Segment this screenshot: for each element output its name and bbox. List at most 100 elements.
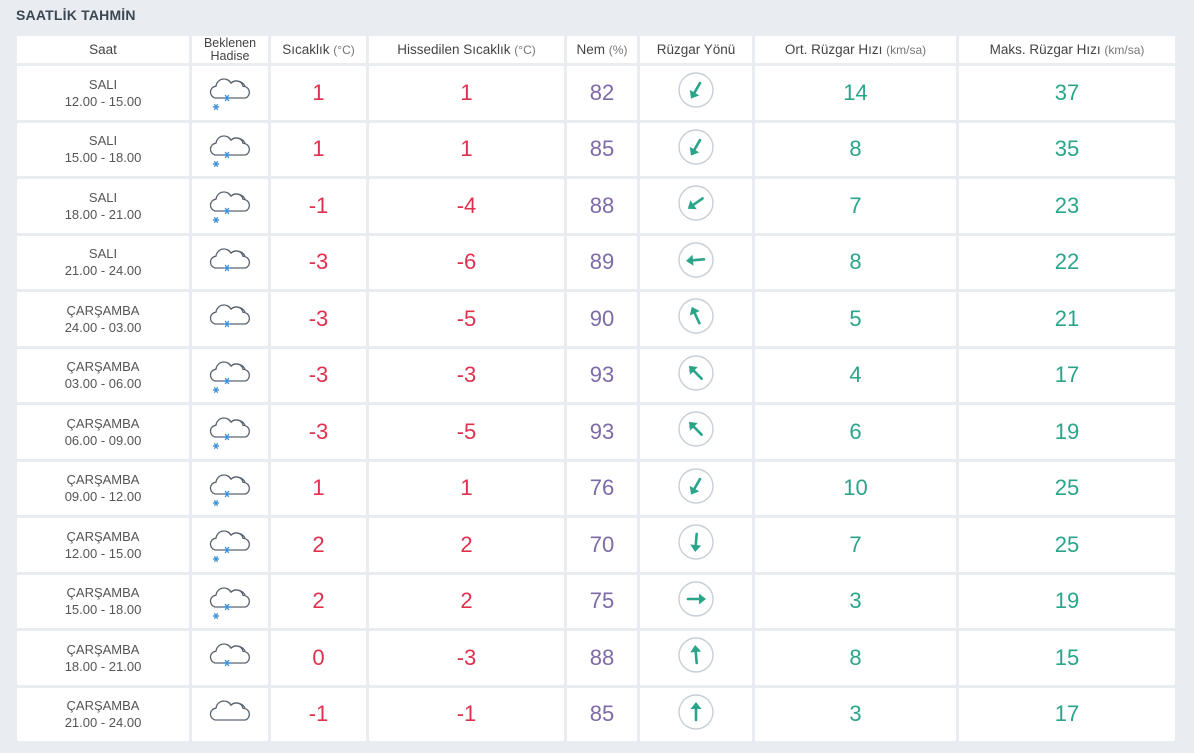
humidity-value: 82 <box>589 79 615 105</box>
row-day: ÇARŞAMBA <box>66 302 140 318</box>
cell-ruzgar-yonu <box>640 461 752 515</box>
cell-ruzgar-yonu <box>640 687 752 741</box>
cell-hissedilen: 1 <box>369 461 564 515</box>
cell-ruzgar-yonu <box>640 518 752 572</box>
wind-max-value: 17 <box>1054 362 1080 388</box>
cell-ort-ruzgar: 7 <box>755 518 956 572</box>
cell-hadise <box>192 292 268 346</box>
cell-nem: 75 <box>567 574 637 628</box>
temperature-value: 1 <box>312 79 325 105</box>
row-day: ÇARŞAMBA <box>66 528 140 544</box>
row-day: ÇARŞAMBA <box>66 472 140 488</box>
wind-avg-value: 3 <box>849 701 862 727</box>
cell-maks-ruzgar: 17 <box>959 687 1175 741</box>
cell-hissedilen: 1 <box>369 122 564 176</box>
table-row: ÇARŞAMBA 24.00 - 03.00 -3 -5 90 5 21 <box>17 292 1175 346</box>
feels-like-value: 1 <box>460 136 473 162</box>
cell-nem: 88 <box>567 179 637 233</box>
wind-avg-value: 8 <box>849 136 862 162</box>
row-time: 06.00 - 09.00 <box>64 432 142 448</box>
cell-hadise <box>192 179 268 233</box>
table-row: SALI 21.00 - 24.00 -3 -6 89 8 22 <box>17 235 1175 289</box>
cloud-snow-icon <box>205 407 255 451</box>
cell-nem: 70 <box>567 518 637 572</box>
wind-direction-arrow-icon <box>676 635 716 675</box>
cell-hadise <box>192 574 268 628</box>
cell-sicaklik: 2 <box>271 574 366 628</box>
cloud-light-snow-icon <box>205 238 255 282</box>
cell-sicaklik: 2 <box>271 518 366 572</box>
wind-avg-value: 3 <box>849 588 862 614</box>
cell-ort-ruzgar: 3 <box>755 574 956 628</box>
table-row: SALI 15.00 - 18.00 1 1 85 8 35 <box>17 122 1175 176</box>
cell-maks-ruzgar: 22 <box>959 235 1175 289</box>
cell-hadise <box>192 122 268 176</box>
wind-max-value: 17 <box>1054 701 1080 727</box>
cell-hadise <box>192 235 268 289</box>
cell-ruzgar-yonu <box>640 348 752 402</box>
humidity-value: 93 <box>589 418 615 444</box>
table-row: ÇARŞAMBA 18.00 - 21.00 0 -3 88 8 15 <box>17 631 1175 685</box>
cell-maks-ruzgar: 23 <box>959 179 1175 233</box>
cell-maks-ruzgar: 19 <box>959 405 1175 459</box>
cell-sicaklik: -3 <box>271 235 366 289</box>
cell-ruzgar-yonu <box>640 292 752 346</box>
row-time: 03.00 - 06.00 <box>64 376 142 392</box>
cell-hissedilen: -1 <box>369 687 564 741</box>
temperature-value: -1 <box>308 701 329 727</box>
wind-avg-value: 14 <box>843 79 868 105</box>
wind-direction-arrow-icon <box>676 183 716 223</box>
cell-maks-ruzgar: 17 <box>959 348 1175 402</box>
cell-ort-ruzgar: 5 <box>755 292 956 346</box>
cell-hadise <box>192 348 268 402</box>
wind-max-value: 21 <box>1054 305 1080 331</box>
feels-like-value: -5 <box>456 305 477 331</box>
wind-direction-arrow-icon <box>676 70 716 110</box>
wind-max-value: 19 <box>1054 418 1080 444</box>
cell-nem: 89 <box>567 235 637 289</box>
row-day: ÇARŞAMBA <box>66 415 140 431</box>
cell-sicaklik: 1 <box>271 461 366 515</box>
cell-maks-ruzgar: 21 <box>959 292 1175 346</box>
row-time: 18.00 - 21.00 <box>64 658 142 674</box>
table-row: ÇARŞAMBA 06.00 - 09.00 -3 -5 93 6 19 <box>17 405 1175 459</box>
cell-sicaklik: 1 <box>271 66 366 120</box>
cell-ruzgar-yonu <box>640 66 752 120</box>
humidity-value: 76 <box>589 475 615 501</box>
table-header-row: Saat Beklenen Hadise Sıcaklık (°C) Hissed… <box>17 36 1175 63</box>
row-day: SALI <box>88 246 118 262</box>
cell-sicaklik: -1 <box>271 179 366 233</box>
header-saat: Saat <box>17 36 189 63</box>
wind-max-value: 25 <box>1054 531 1080 557</box>
cell-maks-ruzgar: 15 <box>959 631 1175 685</box>
cell-ruzgar-yonu <box>640 122 752 176</box>
cell-hadise <box>192 518 268 572</box>
cloud-snow-icon <box>205 464 255 508</box>
row-time: 15.00 - 18.00 <box>64 602 142 618</box>
cell-saat: ÇARŞAMBA 03.00 - 06.00 <box>17 348 189 402</box>
cell-sicaklik: -3 <box>271 292 366 346</box>
temperature-value: -3 <box>308 362 329 388</box>
cell-ort-ruzgar: 14 <box>755 66 956 120</box>
feels-like-value: 2 <box>460 531 473 557</box>
cell-nem: 88 <box>567 631 637 685</box>
row-time: 21.00 - 24.00 <box>64 263 142 279</box>
cell-hissedilen: -6 <box>369 235 564 289</box>
row-day: ÇARŞAMBA <box>66 641 140 657</box>
humidity-value: 75 <box>589 588 615 614</box>
wind-direction-arrow-icon <box>676 296 716 336</box>
cell-maks-ruzgar: 25 <box>959 518 1175 572</box>
cell-ruzgar-yonu <box>640 631 752 685</box>
row-time: 21.00 - 24.00 <box>64 715 142 731</box>
cell-hissedilen: -3 <box>369 631 564 685</box>
feels-like-value: -1 <box>456 701 477 727</box>
feels-like-value: 2 <box>460 588 473 614</box>
cloud-snow-icon <box>205 68 255 112</box>
cell-ort-ruzgar: 7 <box>755 179 956 233</box>
header-ruzgar-yonu: Rüzgar Yönü <box>640 36 752 63</box>
wind-avg-value: 8 <box>849 644 862 670</box>
wind-avg-value: 7 <box>849 192 862 218</box>
cell-ruzgar-yonu <box>640 405 752 459</box>
row-day: ÇARŞAMBA <box>66 359 140 375</box>
cloud-snow-icon <box>205 181 255 225</box>
